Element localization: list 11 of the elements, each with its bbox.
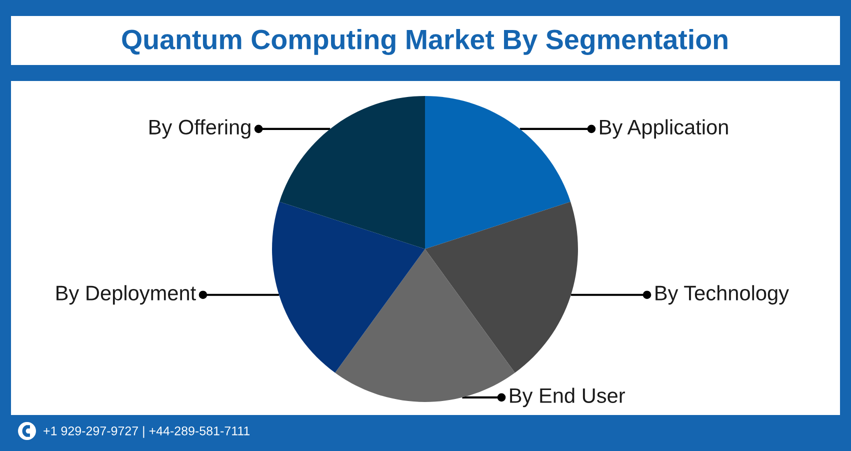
slice-label: By Technology bbox=[656, 285, 789, 305]
slice-label: By End User bbox=[510, 388, 625, 408]
pie-slice bbox=[425, 202, 578, 373]
pie-slice bbox=[279, 96, 425, 249]
text: +1 929-297-9727 | +44-289-581-7111 bbox=[44, 426, 250, 438]
slice-label: By Application bbox=[600, 119, 728, 139]
pie-slice bbox=[425, 96, 571, 249]
chart-title: Quantum Computing Market By Segmentation bbox=[122, 28, 728, 56]
slice-label: By Offering bbox=[150, 119, 250, 139]
pie-slice bbox=[272, 202, 425, 373]
slice-label: By Deployment bbox=[56, 285, 196, 305]
